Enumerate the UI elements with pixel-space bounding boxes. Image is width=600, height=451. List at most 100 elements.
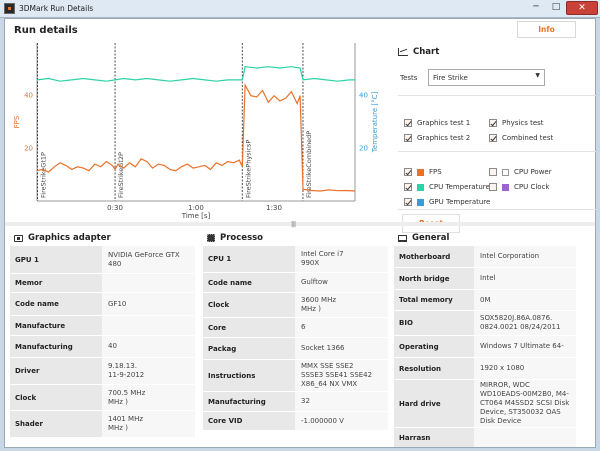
- y-left-axis-label: FPS: [13, 115, 21, 128]
- test-marker-label: FireStrikeGt2P: [117, 152, 125, 198]
- info-row-value: Intel Corporation: [474, 245, 576, 267]
- processor-section-head: Processo: [203, 227, 388, 245]
- info-row-label: Manufacture: [10, 315, 102, 335]
- general-section-head: General: [394, 227, 576, 245]
- checkbox-label: FPS: [429, 168, 442, 176]
- chart-section-head: Chart: [398, 47, 439, 57]
- test-marker-label: FireStrikeCombinedP: [305, 131, 313, 198]
- info-row-value: Intel Core i7 990X: [295, 245, 388, 272]
- info-row-value: 6: [295, 317, 388, 337]
- series-color-swatch: [417, 183, 424, 191]
- info-row-value: Intel: [474, 267, 576, 289]
- minimize-button[interactable]: ─: [533, 2, 539, 12]
- info-row: Clock 700.5 MHz MHz ): [10, 384, 195, 410]
- info-row-label: Driver: [10, 357, 102, 384]
- chevron-down-icon: ▼: [535, 72, 540, 79]
- maximize-button[interactable]: □: [551, 2, 561, 12]
- info-row-value: 700.5 MHz MHz ): [102, 384, 195, 410]
- info-row: Clock 3600 MHz MHz ): [203, 292, 388, 317]
- info-row-value: NVIDIA GeForce GTX 480: [102, 245, 195, 273]
- x-tick-label: 0:30: [107, 204, 123, 212]
- test-marker-label: FireStrikePhysicsP: [244, 140, 252, 198]
- info-row-label: Instructions: [203, 359, 295, 391]
- info-row-value: -1.000000 V: [295, 411, 388, 430]
- info-row-label: Motherboard: [394, 245, 474, 267]
- series-checkbox[interactable]: CPU Power: [489, 168, 552, 176]
- info-row-label: BIO: [394, 310, 474, 335]
- cpu-icon: [207, 234, 215, 242]
- info-row: Hard drive MIRROR, WDC WD10EADS-00M2B0, M…: [394, 379, 576, 427]
- checkbox[interactable]: [404, 183, 412, 191]
- checkbox[interactable]: [489, 183, 497, 191]
- checkbox-label: CPU Clock: [514, 183, 550, 191]
- x-tick-label: 1:00: [188, 204, 204, 212]
- info-row: North bridge Intel: [394, 267, 576, 289]
- series-checkbox[interactable]: CPU Temperature: [404, 183, 490, 191]
- info-row-label: Core VID: [203, 411, 295, 430]
- run-details-window: Run details Info FireStrikeGt1P FireStrik…: [4, 18, 596, 448]
- series-line-gpu-temperature: [36, 66, 355, 82]
- checkbox-label: CPU Power: [514, 168, 552, 176]
- info-row-value: 9.18.13. 11-9-2012: [102, 357, 195, 384]
- y-right-tick-label: 20: [359, 144, 368, 152]
- info-row-value: 32: [295, 391, 388, 411]
- test-checkbox[interactable]: Combined test: [489, 134, 553, 142]
- info-row-label: Clock: [203, 292, 295, 317]
- close-button[interactable]: ✕: [566, 1, 598, 15]
- checkbox-label: Graphics test 1: [417, 119, 471, 127]
- series-line-fps: [36, 82, 356, 192]
- graphics-section-head: Graphics adapter: [10, 227, 195, 245]
- info-row: Manufacture: [10, 315, 195, 335]
- checkbox-label: CPU Temperature: [429, 183, 490, 191]
- info-row: BIO SOX5820J.86A.0876. 0824.0021 08/24/20…: [394, 310, 576, 335]
- general-section-title: General: [412, 233, 450, 243]
- checkbox[interactable]: [489, 168, 497, 176]
- test-checkbox[interactable]: Physics test: [489, 119, 544, 127]
- info-row-label: Resolution: [394, 357, 474, 379]
- checkbox[interactable]: [404, 119, 412, 127]
- series-checkbox[interactable]: FPS: [404, 168, 442, 176]
- info-row: Packag Socket 1366: [203, 337, 388, 359]
- chart-section-title: Chart: [413, 47, 440, 57]
- checkbox-label: Graphics test 2: [417, 134, 471, 142]
- x-tick-label: 1:30: [266, 204, 282, 212]
- info-row-value: Gulftow: [295, 272, 388, 292]
- info-row-value: MIRROR, WDC WD10EADS-00M2B0, M4- CT064 M…: [474, 379, 576, 427]
- test-checkbox[interactable]: Graphics test 2: [404, 134, 470, 142]
- info-row: Code name GF10: [10, 292, 195, 315]
- info-row-value: [102, 273, 195, 292]
- checkbox[interactable]: [489, 134, 497, 142]
- graphics-section: Graphics adapter GPU 1 NVIDIA GeForce GTX…: [10, 227, 195, 449]
- x-axis-label: Time [s]: [181, 212, 211, 220]
- info-button[interactable]: Info: [517, 21, 576, 38]
- series-checkbox[interactable]: CPU Clock: [489, 183, 549, 191]
- chart-options-panel: Chart Tests Fire Strike ▼ Graphics test …: [398, 43, 596, 233]
- general-section: General Motherboard Intel Corporation Nort…: [394, 227, 576, 449]
- series-checkbox[interactable]: GPU Temperature: [404, 198, 490, 206]
- checkbox[interactable]: [404, 134, 412, 142]
- grip-icon[interactable]: ||||: [291, 221, 296, 228]
- info-row-value: GF10: [102, 292, 195, 315]
- info-row-value: MMX SSE SSE2 SSSE3 SSE41 SSE42 X86_64 NX…: [295, 359, 388, 391]
- tests-select[interactable]: Fire Strike ▼: [428, 69, 545, 86]
- divider: [398, 151, 596, 152]
- info-row: Motherboard Intel Corporation: [394, 245, 576, 267]
- app-icon: [4, 3, 15, 14]
- chart-svg: FireStrikeGt1P FireStrikeGt2P FireStrikePh…: [13, 43, 379, 220]
- checkbox[interactable]: [489, 119, 497, 127]
- info-row-value: SOX5820J.86A.0876. 0824.0021 08/24/2011: [474, 310, 576, 335]
- processor-section: Processo CPU 1 Intel Core i7 990X Code nam…: [203, 227, 388, 449]
- info-row: Core VID -1.000000 V: [203, 411, 388, 430]
- test-checkbox[interactable]: Graphics test 1: [404, 119, 470, 127]
- splitter-handle[interactable]: [5, 222, 595, 226]
- info-row: Harrasn: [394, 427, 576, 447]
- series-color-swatch: [502, 168, 509, 176]
- checkbox-label: Combined test: [502, 134, 554, 142]
- info-row-label: Operating: [394, 335, 474, 357]
- checkbox[interactable]: [404, 168, 412, 176]
- info-row-value: 1401 MHz MHz ): [102, 410, 195, 437]
- info-row: Code name Gulftow: [203, 272, 388, 292]
- info-row: GPU 1 NVIDIA GeForce GTX 480: [10, 245, 195, 273]
- tests-select-value: Fire Strike: [433, 74, 468, 82]
- checkbox[interactable]: [404, 198, 412, 206]
